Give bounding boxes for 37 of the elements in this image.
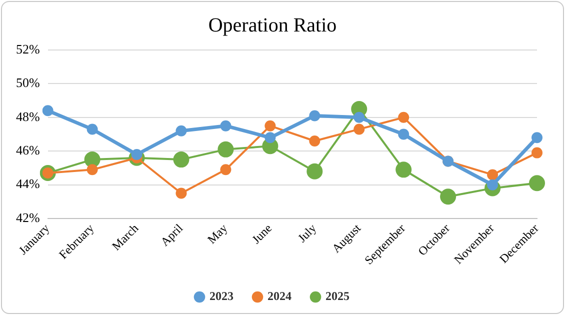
y-tick-label: 44% [16,176,40,192]
x-tick-label: May [204,221,230,247]
legend-label: 2024 [268,289,292,304]
point [398,112,410,123]
point [218,141,234,158]
point [309,136,320,147]
point [176,125,187,136]
point [532,132,542,144]
chart-title: Operation Ratio [208,14,337,36]
point [264,132,276,144]
legend-label: 2025 [326,289,350,304]
y-tick-label: 48% [16,108,40,124]
point [396,162,412,178]
point [354,124,365,135]
point [487,169,498,180]
point [220,120,232,132]
point [86,124,98,135]
y-tick-label: 52% [16,41,40,56]
point [86,164,98,176]
x-tick-label: July [294,221,320,246]
y-tick-label: 50% [16,75,40,90]
point [176,188,187,199]
point [264,120,276,132]
y-tick-label: 42% [16,210,40,225]
point [532,147,542,158]
point [440,188,456,205]
legend-label: 2023 [210,289,234,304]
point [173,152,190,168]
point [398,128,410,140]
point [309,110,320,122]
point [220,164,232,176]
x-tick-label: June [249,221,275,247]
y-tick-label: 46% [16,142,40,158]
point [306,163,323,180]
point [354,112,365,123]
point [529,175,545,192]
point [42,105,54,116]
